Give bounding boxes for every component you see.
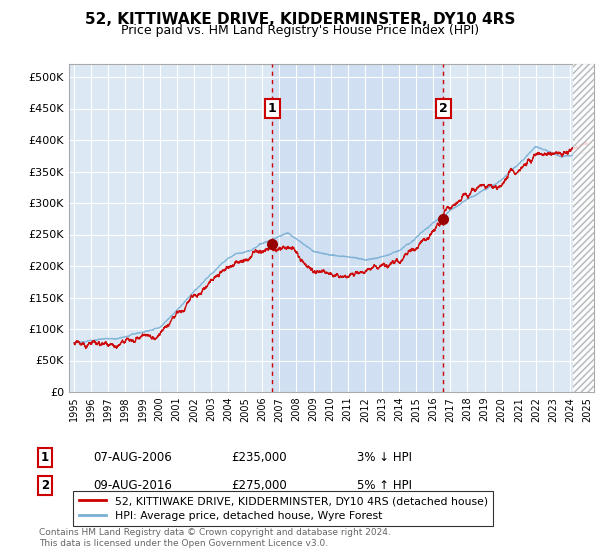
Text: 1: 1	[41, 451, 49, 464]
Text: 5% ↑ HPI: 5% ↑ HPI	[357, 479, 412, 492]
Text: 52, KITTIWAKE DRIVE, KIDDERMINSTER, DY10 4RS: 52, KITTIWAKE DRIVE, KIDDERMINSTER, DY10…	[85, 12, 515, 27]
Text: 3% ↓ HPI: 3% ↓ HPI	[357, 451, 412, 464]
Text: 07-AUG-2006: 07-AUG-2006	[93, 451, 172, 464]
Text: 1: 1	[268, 102, 277, 115]
Text: 09-AUG-2016: 09-AUG-2016	[93, 479, 172, 492]
Text: Price paid vs. HM Land Registry's House Price Index (HPI): Price paid vs. HM Land Registry's House …	[121, 24, 479, 36]
Bar	[574, 64, 594, 392]
Bar	[574, 64, 594, 392]
Legend: 52, KITTIWAKE DRIVE, KIDDERMINSTER, DY10 4RS (detached house), HPI: Average pric: 52, KITTIWAKE DRIVE, KIDDERMINSTER, DY10…	[73, 491, 493, 526]
Text: 2: 2	[41, 479, 49, 492]
Text: Contains HM Land Registry data © Crown copyright and database right 2024.
This d: Contains HM Land Registry data © Crown c…	[39, 528, 391, 548]
Text: £235,000: £235,000	[231, 451, 287, 464]
Bar	[272, 64, 443, 392]
Text: £275,000: £275,000	[231, 479, 287, 492]
Text: 2: 2	[439, 102, 448, 115]
